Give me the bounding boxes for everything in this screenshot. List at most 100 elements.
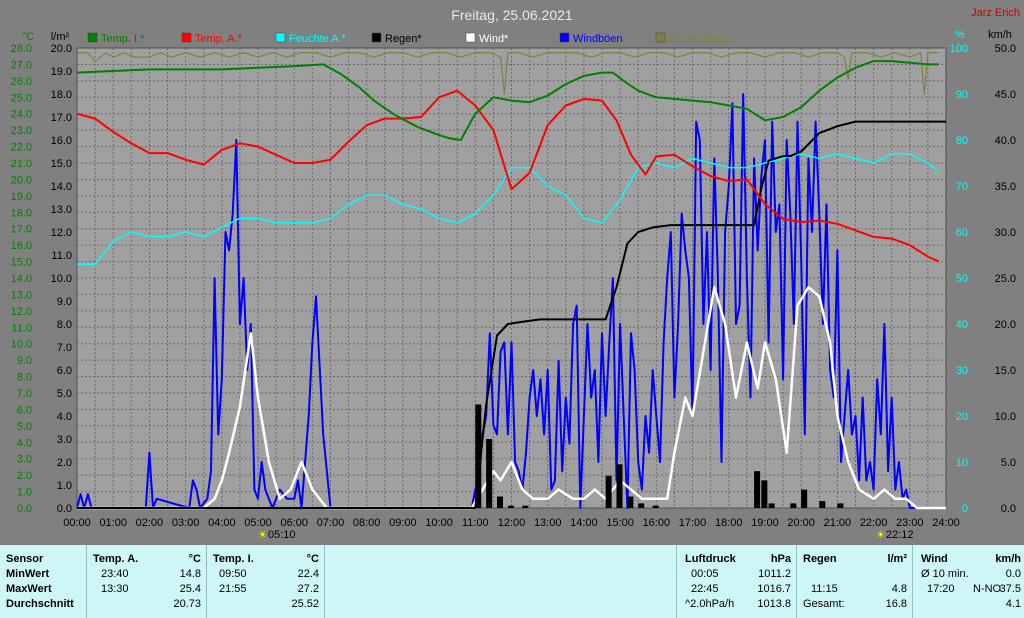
legend-swatch	[181, 32, 192, 43]
legend-swatch	[275, 32, 286, 43]
legend: Temp. I.* Temp. A.* Feuchte A.* Regen* Wind*…	[87, 32, 730, 45]
y-tick-label-temp: 1.0	[17, 487, 32, 499]
x-tick-label: 23:00	[896, 517, 924, 529]
y-tick-label-wind: 50.0	[995, 43, 1016, 55]
y-tick-label-rain: 16.0	[51, 135, 72, 147]
pressure-min-time: 00:05	[691, 568, 719, 580]
y-tick-label-temp: 3.0	[17, 454, 32, 466]
y-tick-label-wind: 10.0	[995, 411, 1016, 423]
temp-a-min-time: 23:40	[101, 568, 129, 580]
y-tick-label-humidity: 90	[956, 89, 968, 101]
x-tick-label: 10:00	[425, 517, 453, 529]
y-tick-label-temp: 8.0	[17, 372, 32, 384]
rain-intensity-bar	[475, 404, 482, 508]
y-tick-label-rain: 20.0	[51, 43, 72, 55]
y-tick-label-rain: 19.0	[51, 66, 72, 78]
y-tick-label-temp: 15.0	[11, 257, 32, 269]
y-tick-label-wind: 30.0	[995, 227, 1016, 239]
row-label-max: MaxWert	[6, 583, 52, 595]
y-tick-label-temp: 4.0	[17, 437, 32, 449]
y-tick-label-rain: 1.0	[57, 480, 72, 492]
series-line-regen	[77, 120, 946, 509]
sun-icon: ☀	[876, 530, 885, 541]
rain-intensity-bar	[768, 503, 775, 508]
x-tick-label: 21:00	[824, 517, 852, 529]
y-tick-label-wind: 5.0	[1001, 457, 1016, 469]
rain-intensity-bar	[507, 505, 514, 508]
rain-total-label: Gesamt:	[803, 598, 845, 610]
wind-header: Wind	[921, 553, 948, 565]
temp-a-avg-value: 20.73	[173, 598, 201, 610]
y-tick-label-wind: 45.0	[995, 89, 1016, 101]
x-tick-label: 20:00	[787, 517, 815, 529]
y-tick-label-rain: 7.0	[57, 342, 72, 354]
rain-max-value: 4.8	[891, 583, 907, 595]
legend-label: Temp. I.*	[101, 33, 145, 45]
x-tick-label: 18:00	[715, 517, 743, 529]
legend-swatch	[371, 32, 382, 43]
sunset-label: 22:12	[886, 529, 914, 541]
y-tick-label-rain: 6.0	[57, 365, 72, 377]
sun-icon: ☀	[258, 530, 267, 541]
y-tick-label-temp: 14.0	[11, 273, 32, 285]
pressure-max-time: 22:45	[691, 583, 719, 595]
x-tick-label: 07:00	[317, 517, 345, 529]
y-tick-label-humidity: 40	[956, 319, 968, 331]
x-tick-label: 24:00	[932, 517, 960, 529]
legend-swatch	[465, 32, 476, 43]
wind-avg-value: 4.1	[1005, 598, 1021, 610]
y-tick-label-humidity: 50	[956, 273, 968, 285]
sunrise-marker: ☀ 05:10	[258, 529, 296, 541]
temp-a-column: Temp. A. °C 23:40 14.8 13:30 25.4 20.73	[86, 545, 207, 618]
legend-label: Windböen	[573, 33, 623, 45]
y-tick-label-rain: 17.0	[51, 112, 72, 124]
legend-label: Temp. A.*	[195, 33, 243, 45]
temp-a-header: Temp. A.	[93, 553, 139, 565]
y-tick-label-temp: 26.0	[11, 76, 32, 88]
wind-avg10-value: 0.0	[1005, 568, 1021, 580]
pressure-column: Luftdruck hPa 00:05 1011.2 22:45 1016.7 …	[676, 545, 797, 618]
y-tick-label-temp: 13.0	[11, 289, 32, 301]
x-tick-label: 04:00	[208, 517, 236, 529]
pressure-header: Luftdruck	[685, 553, 736, 565]
chart-title: Freitag, 25.06.2021	[451, 7, 573, 23]
series-line-wind	[77, 285, 946, 510]
y-tick-label-rain: 8.0	[57, 319, 72, 331]
legend-label: Einstrahlung	[669, 33, 730, 45]
rain-intensity-bar	[819, 501, 826, 508]
series-line-feuchte-a	[77, 153, 940, 265]
x-tick-label: 09:00	[389, 517, 417, 529]
x-tick-label: 11:00	[462, 517, 489, 529]
pressure-avg-value: 1013.8	[757, 598, 791, 610]
y-tick-label-temp: 11.0	[11, 322, 32, 334]
x-tick-label: 17:00	[679, 517, 707, 529]
y-tick-label-temp: 6.0	[17, 404, 32, 416]
x-tick-label: 06:00	[280, 517, 308, 529]
pressure-trend: ^2.0hPa/h	[685, 598, 735, 610]
y-tick-label-temp: 23.0	[11, 125, 32, 137]
rain-intensity-bar	[754, 471, 761, 508]
rain-intensity-bar	[497, 496, 504, 508]
y-tick-label-wind: 20.0	[995, 319, 1016, 331]
y-tick-label-temp: 28.0	[11, 43, 32, 55]
rain-intensity-bar	[801, 489, 808, 508]
y-tick-label-rain: 13.0	[51, 204, 72, 216]
y-tick-label-temp: 21.0	[11, 158, 32, 170]
rain-total-value: 16.8	[885, 598, 907, 610]
temp-a-max-value: 25.4	[179, 583, 201, 595]
x-tick-label: 13:00	[534, 517, 562, 529]
y-tick-label-temp: 22.0	[11, 142, 32, 154]
pressure-max-value: 1016.7	[757, 583, 791, 595]
x-tick-label: 05:00	[244, 517, 272, 529]
rain-intensity-bar	[761, 480, 768, 508]
axis-labels: 0.0 1.0 2.0 3.0 4.0 5.0 6.0 7.0 8.0 9.0 10.0 11.0 12…	[11, 43, 1016, 529]
x-tick-label: 01:00	[99, 517, 127, 529]
wind-max-time: 17:20	[927, 583, 955, 595]
rain-intensity-bar	[638, 503, 645, 508]
y-tick-label-temp: 25.0	[11, 92, 32, 104]
y-tick-label-rain: 2.0	[57, 457, 72, 469]
y-tick-label-temp: 7.0	[17, 388, 32, 400]
temp-i-min-value: 22.4	[297, 568, 319, 580]
temp-i-avg-value: 25.52	[291, 598, 319, 610]
sunrise-label: 05:10	[268, 529, 296, 541]
